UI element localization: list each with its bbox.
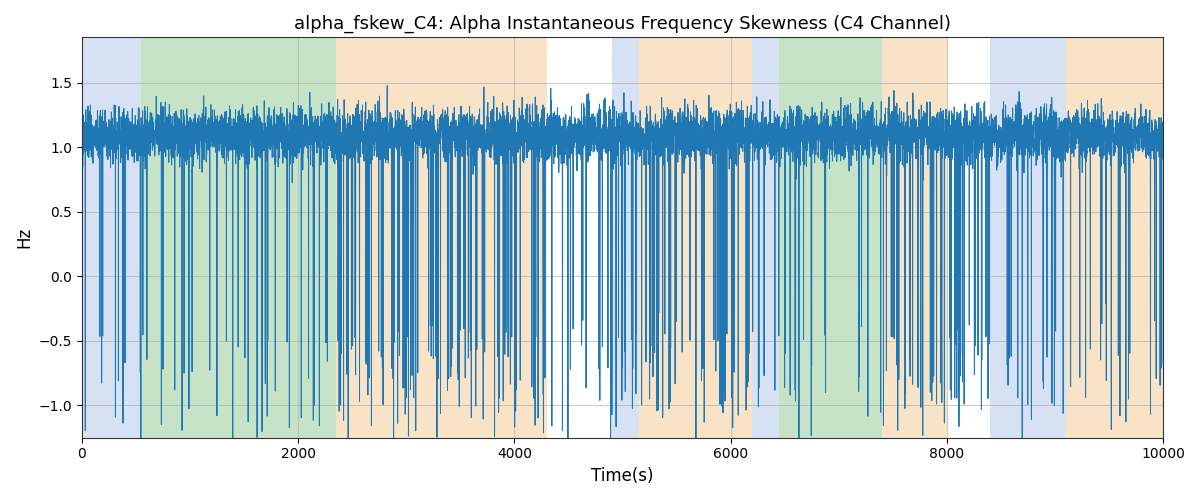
Bar	[1066, 38, 1163, 438]
Title: alpha_fskew_C4: Alpha Instantaneous Frequency Skewness (C4 Channel): alpha_fskew_C4: Alpha Instantaneous Freq…	[294, 15, 950, 34]
Bar	[336, 38, 547, 438]
X-axis label: Time(s): Time(s)	[592, 467, 654, 485]
Bar	[82, 38, 142, 438]
Bar	[638, 38, 752, 438]
Bar	[990, 38, 1066, 438]
Bar	[882, 38, 947, 438]
Bar	[752, 38, 779, 438]
Y-axis label: Hz: Hz	[14, 227, 32, 248]
Bar	[612, 38, 638, 438]
Bar	[142, 38, 336, 438]
Bar	[779, 38, 882, 438]
